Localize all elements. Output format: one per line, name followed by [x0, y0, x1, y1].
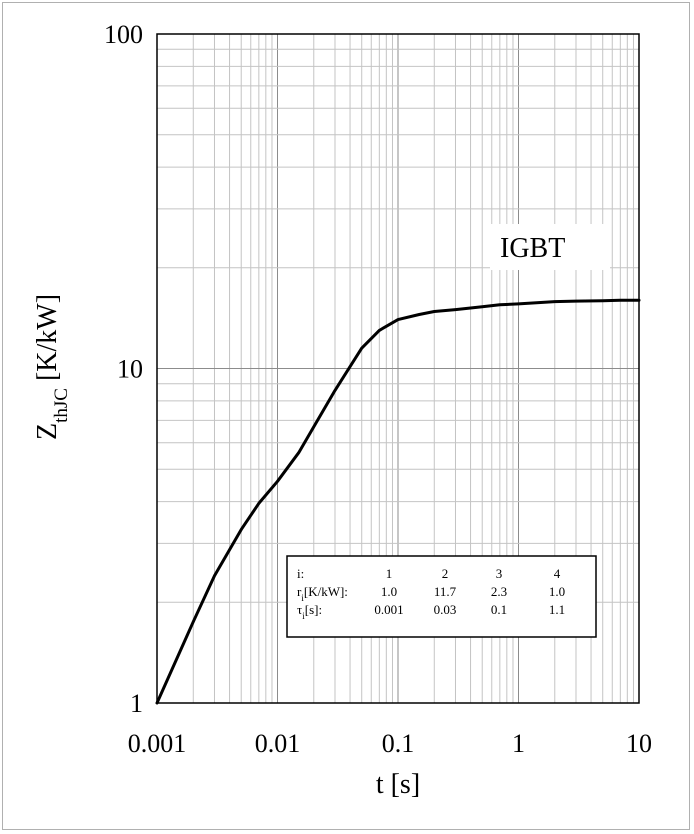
- parameter-table-cell: 1.0: [549, 584, 565, 599]
- x-tick-label: 0.01: [255, 729, 301, 758]
- x-tick-label: 0.001: [128, 729, 187, 758]
- parameter-table-cell: 2: [442, 566, 449, 581]
- parameter-table-box: [286, 555, 597, 638]
- parameter-table-row-label: i:: [297, 566, 304, 581]
- igbt-label-box: [490, 224, 610, 270]
- parameter-table-row-label: τi[s]:: [297, 602, 322, 621]
- x-tick-labels: 0.001 0.01 0.1 1 10: [128, 729, 652, 758]
- x-tick-label: 0.1: [382, 729, 415, 758]
- y-tick-label: 1: [130, 689, 143, 718]
- series-label-igbt: IGBT: [500, 233, 565, 264]
- parameter-table-cell: 1.1: [549, 602, 565, 617]
- parameter-table-row-label: ri[K/kW]:: [297, 584, 348, 603]
- y-tick-label: 100: [104, 20, 143, 49]
- parameter-table-cell: 1.0: [381, 584, 397, 599]
- parameter-table-cell: 0.001: [374, 602, 403, 617]
- parameter-table-cell: 0.1: [491, 602, 507, 617]
- y-tick-label: 10: [117, 355, 143, 384]
- series-group: [155, 298, 641, 705]
- y-tick-labels: 1 10 100: [104, 20, 143, 718]
- parameter-table-cell: 2.3: [491, 584, 507, 599]
- parameter-table-cell: 11.7: [434, 584, 457, 599]
- y-axis-label-sub: thJC: [51, 388, 72, 423]
- y-axis-label-main: Z: [32, 423, 63, 440]
- parameter-table-cell: 4: [554, 566, 561, 581]
- parameter-table-cell: 3: [496, 566, 503, 581]
- parameter-table-cell: 0.03: [434, 602, 457, 617]
- y-axis-label-unit: [K/kW]: [32, 294, 63, 388]
- parameter-table-cell: 1: [386, 566, 393, 581]
- parameter-table: i: 1 2 3 4 ri[K/kW]: 1.0 11.7 2.3 1.0 τi[s]: 0.001 0…: [286, 555, 597, 638]
- y-axis-label: ZthJC [K/kW]: [32, 294, 72, 440]
- series-line-igbt: [155, 298, 641, 705]
- x-tick-label: 1: [512, 729, 525, 758]
- x-axis-label: t [s]: [376, 769, 420, 800]
- plot-border: [156, 33, 640, 704]
- x-tick-label: 10: [626, 729, 652, 758]
